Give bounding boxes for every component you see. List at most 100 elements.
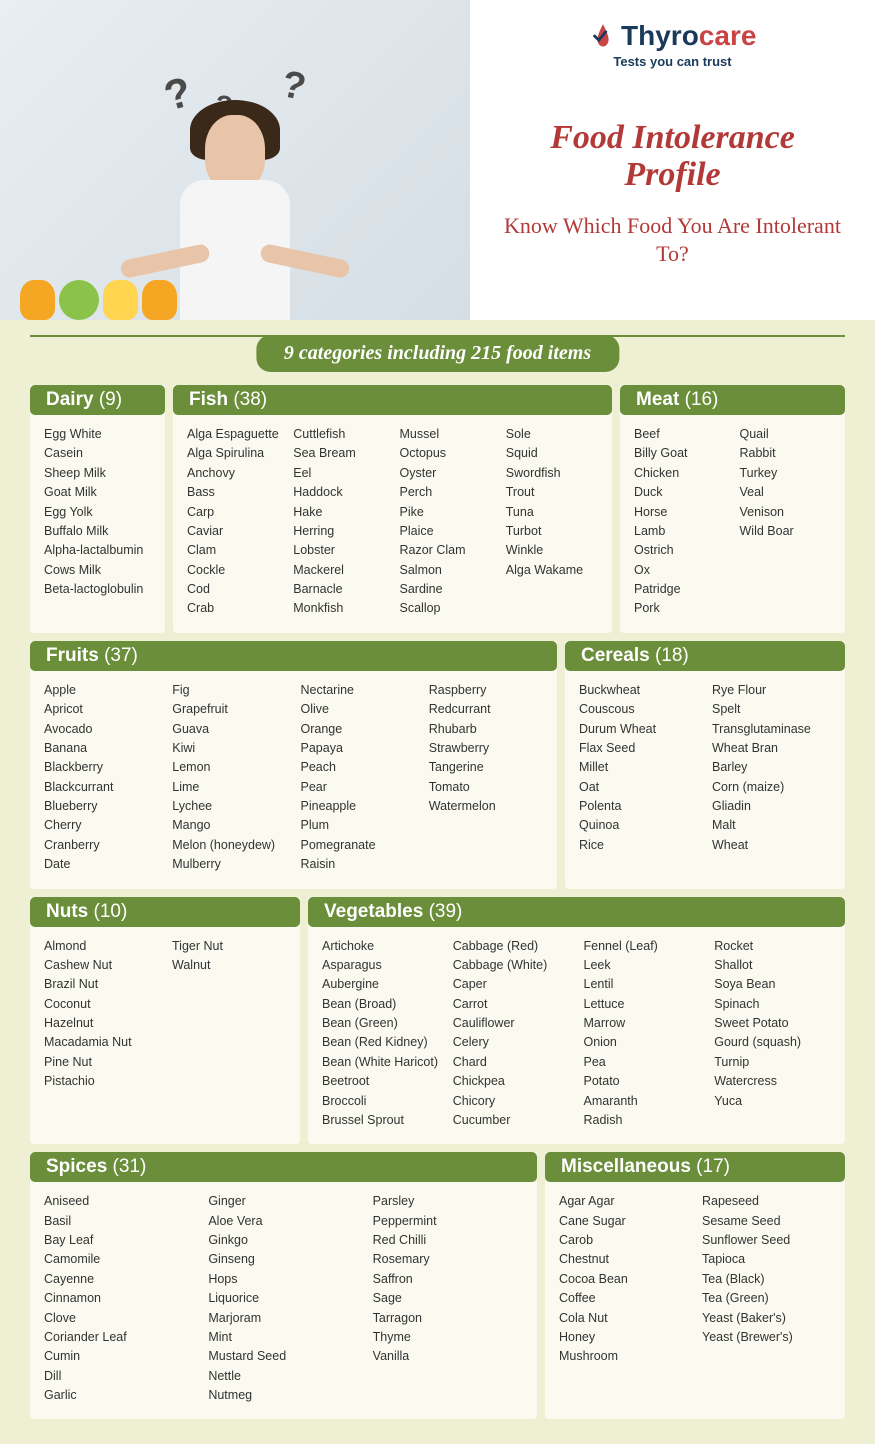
category-name: Miscellaneous <box>561 1156 696 1177</box>
food-item: Mackerel <box>293 561 385 580</box>
food-item: Marjoram <box>208 1309 358 1328</box>
category-body: ArtichokeAsparagusAubergineBean (Broad)B… <box>308 927 845 1145</box>
food-item: Ostrich <box>634 541 726 560</box>
food-item: Beta-lactoglobulin <box>44 580 151 599</box>
category-column: Cabbage (Red)Cabbage (White)CaperCarrotC… <box>453 937 570 1131</box>
food-item: Tarragon <box>373 1309 523 1328</box>
food-item: Bean (Broad) <box>322 995 439 1014</box>
category-nuts: Nuts (10)AlmondCashew NutBrazil NutCocon… <box>30 897 300 1145</box>
category-column: Alga EspaguetteAlga SpirulinaAnchovyBass… <box>187 425 279 619</box>
hero-image: ? ? ? ? <box>0 0 470 320</box>
food-item: Sole <box>506 425 598 444</box>
brand-logo: Thyrocare Tests you can trust <box>589 20 757 69</box>
food-item: Guava <box>172 720 286 739</box>
food-item: Trout <box>506 483 598 502</box>
category-header: Dairy (9) <box>30 385 165 415</box>
food-item: Pike <box>400 503 492 522</box>
category-spices: Spices (31)AniseedBasilBay LeafCamomileC… <box>30 1152 537 1419</box>
food-item: Sesame Seed <box>702 1212 831 1231</box>
food-item: Tea (Black) <box>702 1270 831 1289</box>
food-item: Tea (Green) <box>702 1289 831 1308</box>
food-item: Turnip <box>714 1053 831 1072</box>
food-item: Rice <box>579 836 698 855</box>
vegetables-illustration <box>20 280 177 320</box>
food-item: Macadamia Nut <box>44 1033 158 1052</box>
food-item: Cayenne <box>44 1270 194 1289</box>
food-item: Cows Milk <box>44 561 151 580</box>
food-item: Carrot <box>453 995 570 1014</box>
food-item: Venison <box>740 503 832 522</box>
brand-name-part1: Thyro <box>621 20 699 51</box>
category-count: (10) <box>94 901 128 922</box>
category-cereals: Cereals (18)BuckwheatCouscousDurum Wheat… <box>565 641 845 889</box>
food-item: Pomegranate <box>301 836 415 855</box>
category-header: Fish (38) <box>173 385 612 415</box>
food-item: Lamb <box>634 522 726 541</box>
food-item: Plum <box>301 816 415 835</box>
food-item: Watercress <box>714 1072 831 1091</box>
food-item: Redcurrant <box>429 700 543 719</box>
category-fish: Fish (38) Alga EspaguetteAlga SpirulinaAn… <box>173 385 612 633</box>
food-item: Cherry <box>44 816 158 835</box>
food-item: Polenta <box>579 797 698 816</box>
food-item: Alga Spirulina <box>187 444 279 463</box>
food-item: Alpha-lactalbumin <box>44 541 151 560</box>
category-body: AlmondCashew NutBrazil NutCoconutHazelnu… <box>30 927 300 1106</box>
page-subtitle: Know Which Food You Are Intolerant To? <box>500 212 845 269</box>
food-item: Clove <box>44 1309 194 1328</box>
food-item: Yeast (Baker's) <box>702 1309 831 1328</box>
category-count: (16) <box>685 389 719 410</box>
food-item: Rye Flour <box>712 681 831 700</box>
food-item: Olive <box>301 700 415 719</box>
food-item: Razor Clam <box>400 541 492 560</box>
food-item: Banana <box>44 739 158 758</box>
food-item: Turbot <box>506 522 598 541</box>
food-item: Veal <box>740 483 832 502</box>
food-item: Almond <box>44 937 158 956</box>
food-item: Coconut <box>44 995 158 1014</box>
food-item: Gliadin <box>712 797 831 816</box>
food-item: Sage <box>373 1289 523 1308</box>
food-item: Horse <box>634 503 726 522</box>
food-item: Caviar <box>187 522 279 541</box>
food-item: Chicory <box>453 1092 570 1111</box>
food-item: Cabbage (White) <box>453 956 570 975</box>
food-item: Casein <box>44 444 151 463</box>
food-item: Fig <box>172 681 286 700</box>
category-column: SoleSquidSwordfishTroutTunaTurbotWinkleA… <box>506 425 598 619</box>
food-item: Malt <box>712 816 831 835</box>
food-item: Flax Seed <box>579 739 698 758</box>
food-item: Saffron <box>373 1270 523 1289</box>
food-item: Cumin <box>44 1347 194 1366</box>
food-item: Rocket <box>714 937 831 956</box>
food-item: Billy Goat <box>634 444 726 463</box>
food-item: Peppermint <box>373 1212 523 1231</box>
food-item: Mustard Seed <box>208 1347 358 1366</box>
food-item: Carp <box>187 503 279 522</box>
food-item: Octopus <box>400 444 492 463</box>
category-column: ParsleyPeppermintRed ChilliRosemarySaffr… <box>373 1192 523 1405</box>
food-item: Raisin <box>301 855 415 874</box>
category-column: FigGrapefruitGuavaKiwiLemonLimeLycheeMan… <box>172 681 286 875</box>
category-column: MusselOctopusOysterPerchPikePlaiceRazor … <box>400 425 492 619</box>
food-item: Aubergine <box>322 975 439 994</box>
food-item: Wheat Bran <box>712 739 831 758</box>
food-item: Oyster <box>400 464 492 483</box>
food-item: Chard <box>453 1053 570 1072</box>
category-name: Dairy <box>46 389 99 410</box>
food-item: Buckwheat <box>579 681 698 700</box>
food-item: Thyme <box>373 1328 523 1347</box>
food-item: Spinach <box>714 995 831 1014</box>
food-item: Egg White <box>44 425 151 444</box>
food-item: Tuna <box>506 503 598 522</box>
food-item: Ginseng <box>208 1250 358 1269</box>
food-item: Cola Nut <box>559 1309 688 1328</box>
food-item: Rosemary <box>373 1250 523 1269</box>
food-item: Sea Bream <box>293 444 385 463</box>
food-item: Raspberry <box>429 681 543 700</box>
food-item: Cabbage (Red) <box>453 937 570 956</box>
food-item: Transglutaminase <box>712 720 831 739</box>
food-item: Broccoli <box>322 1092 439 1111</box>
food-item: Nectarine <box>301 681 415 700</box>
food-item: Winkle <box>506 541 598 560</box>
